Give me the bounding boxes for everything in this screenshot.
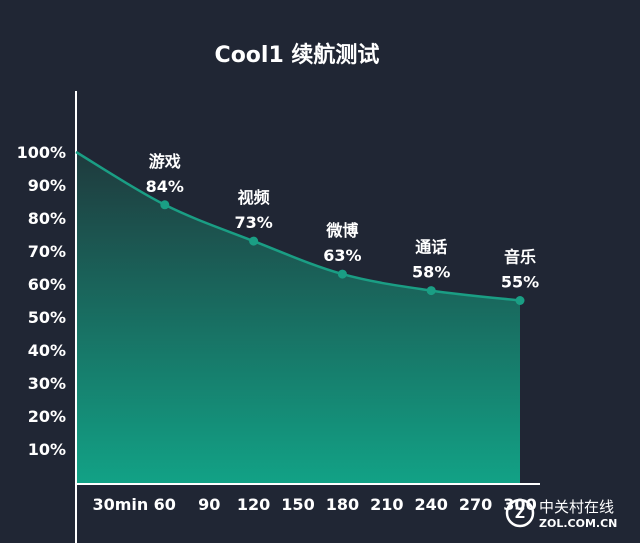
x-tick-label: 210 bbox=[370, 495, 403, 514]
point-category-label: 视频 bbox=[238, 188, 270, 207]
point-value-label: 55% bbox=[501, 273, 539, 292]
x-tick-label: 120 bbox=[237, 495, 270, 514]
x-tick-label: 60 bbox=[154, 495, 176, 514]
data-point bbox=[337, 269, 347, 279]
watermark: Z 中关村在线 ZOL.COM.CN bbox=[505, 498, 617, 530]
y-tick-label: 100% bbox=[17, 143, 66, 162]
zol-logo-letter: Z bbox=[515, 506, 525, 522]
y-tick-label: 70% bbox=[28, 242, 66, 261]
y-tick-label: 30% bbox=[28, 374, 66, 393]
chart-title: Cool1 续航测试 bbox=[215, 42, 380, 68]
y-tick-label: 10% bbox=[28, 440, 66, 459]
point-category-label: 通话 bbox=[415, 238, 447, 257]
point-value-label: 84% bbox=[146, 177, 184, 196]
point-category-label: 音乐 bbox=[504, 248, 536, 267]
point-value-label: 73% bbox=[234, 213, 272, 232]
x-tick-label: 300 bbox=[503, 495, 536, 514]
y-tick-label: 80% bbox=[28, 209, 66, 228]
x-tick-label: 240 bbox=[414, 495, 447, 514]
point-value-label: 63% bbox=[323, 246, 361, 265]
x-tick-label: 180 bbox=[326, 495, 359, 514]
y-tick-label: 90% bbox=[28, 176, 66, 195]
data-point bbox=[515, 296, 525, 305]
point-category-label: 游戏 bbox=[149, 152, 181, 171]
y-tick-label: 40% bbox=[28, 341, 66, 360]
y-tick-label: 60% bbox=[28, 275, 66, 294]
x-tick-label: 30min bbox=[92, 495, 148, 514]
point-category-label: 微博 bbox=[325, 221, 358, 240]
data-point bbox=[426, 286, 436, 296]
x-tick-label: 270 bbox=[459, 495, 492, 514]
data-point bbox=[249, 236, 259, 246]
point-value-label: 58% bbox=[412, 263, 450, 282]
y-tick-label: 50% bbox=[28, 308, 66, 327]
x-tick-label: 90 bbox=[198, 495, 220, 514]
series-line bbox=[75, 150, 521, 302]
watermark-en: ZOL.COM.CN bbox=[539, 517, 617, 530]
data-point bbox=[160, 200, 170, 210]
watermark-cn: 中关村在线 bbox=[539, 498, 614, 516]
x-tick-label: 150 bbox=[281, 495, 314, 514]
y-tick-label: 20% bbox=[28, 407, 66, 426]
zol-logo-icon bbox=[505, 498, 535, 528]
area-fill bbox=[76, 152, 520, 484]
